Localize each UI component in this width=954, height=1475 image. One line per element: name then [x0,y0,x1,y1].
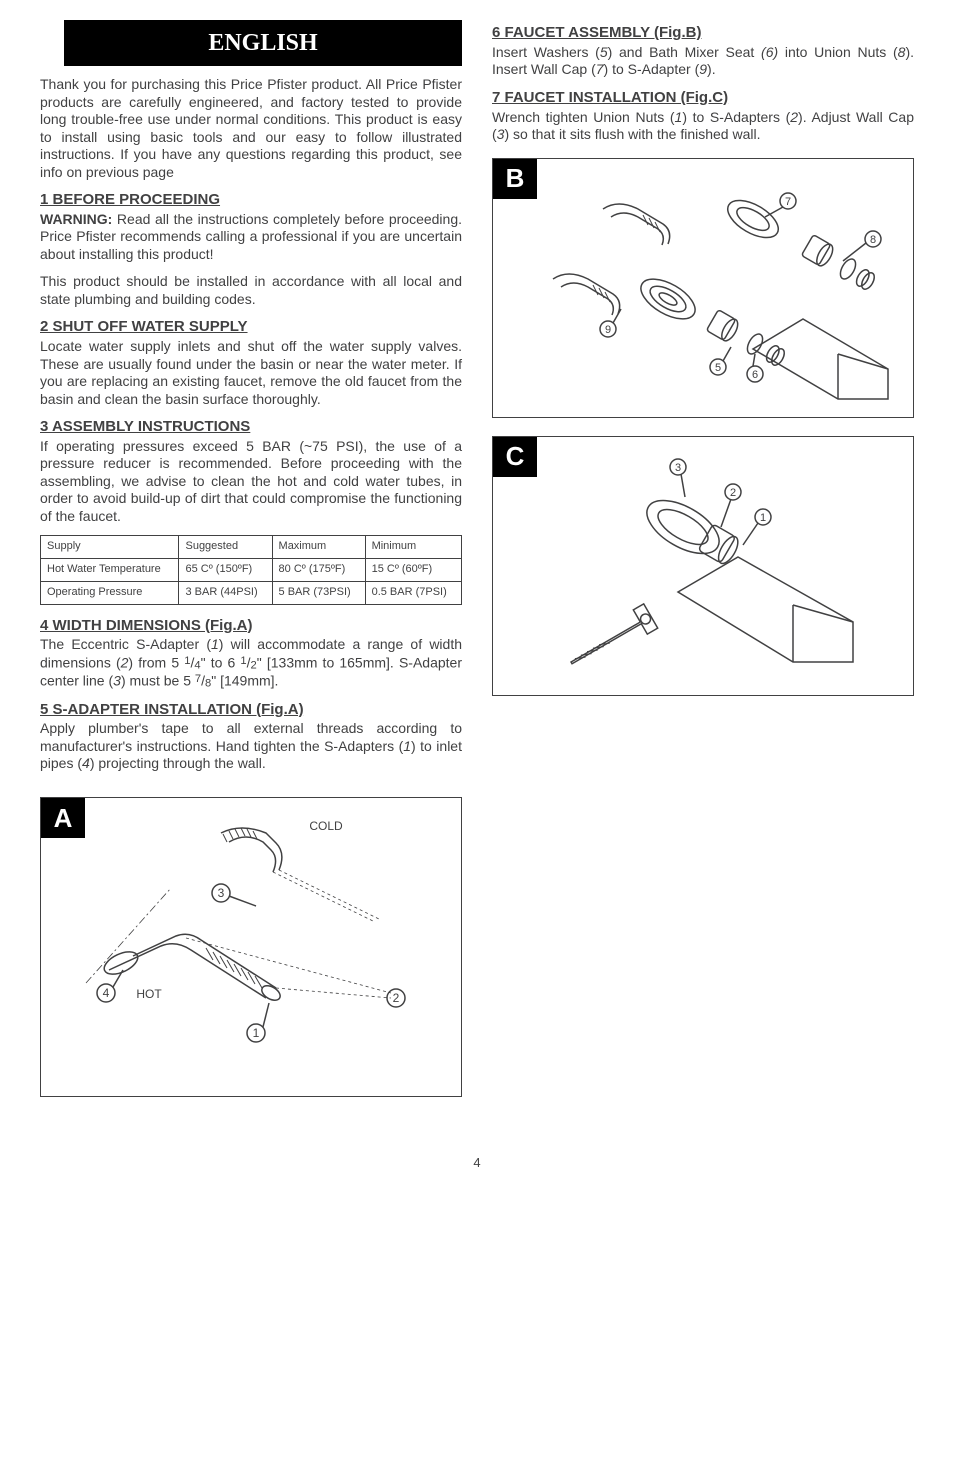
page-number: 4 [40,1155,914,1171]
section-6-head: 6 FAUCET ASSEMBLY (Fig.B) [492,24,914,43]
figb-callout-8: 8 [870,234,876,246]
section-7-head: 7 FAUCET INSTALLATION (Fig.C) [492,89,914,108]
figa-callout-3: 3 [218,886,225,900]
figure-b-label: B [493,159,537,199]
td-hw-sug: 65 Cº (150ºF) [179,559,272,582]
figure-a-label: A [41,798,85,838]
td-hotwater: Hot Water Temperature [41,559,179,582]
section-5-body: Apply plumber's tape to all external thr… [40,720,462,773]
figa-callout-2: 2 [393,991,400,1005]
th-maximum: Maximum [272,536,365,559]
section-4-body: The Eccentric S-Adapter (1) will accommo… [40,636,462,690]
section-3-body: If operating pressures exceed 5 BAR (~75… [40,438,462,526]
section-1-warning: WARNING: Read all the instructions compl… [40,211,462,264]
language-title: ENGLISH [64,20,462,66]
section-6-body: Insert Washers (5) and Bath Mixer Seat (… [492,44,914,79]
section-5-head: 5 S-ADAPTER INSTALLATION (Fig.A) [40,701,462,720]
figb-callout-6: 6 [752,369,758,381]
figb-callout-9: 9 [605,324,611,336]
figure-c-label: C [493,437,537,477]
figure-b: B [492,158,914,418]
figa-cold-label: COLD [309,819,343,833]
section-3-head: 3 ASSEMBLY INSTRUCTIONS [40,418,462,437]
table-row: Operating Pressure 3 BAR (44PSI) 5 BAR (… [41,581,462,604]
td-pressure: Operating Pressure [41,581,179,604]
section-1-head: 1 BEFORE PROCEEDING [40,191,462,210]
table-row: Hot Water Temperature 65 Cº (150ºF) 80 C… [41,559,462,582]
figure-b-diagram: 7 8 9 5 6 [493,159,913,409]
spec-table: Supply Suggested Maximum Minimum Hot Wat… [40,535,462,604]
table-row: Supply Suggested Maximum Minimum [41,536,462,559]
figa-callout-1: 1 [253,1026,260,1040]
td-hw-max: 80 Cº (175ºF) [272,559,365,582]
intro-text: Thank you for purchasing this Price Pfis… [40,76,462,181]
figure-a: A [40,797,462,1097]
section-4-head: 4 WIDTH DIMENSIONS (Fig.A) [40,617,462,636]
section-1-p2: This product should be installed in acco… [40,273,462,308]
figc-callout-2: 2 [730,487,736,499]
th-suggested: Suggested [179,536,272,559]
figb-callout-5: 5 [715,362,721,374]
td-hw-min: 15 Cº (60ºF) [365,559,461,582]
section-2-head: 2 SHUT OFF WATER SUPPLY [40,318,462,337]
figure-a-diagram: COLD HOT 4 3 1 2 [41,798,461,1088]
section-7-body: Wrench tighten Union Nuts (1) to S-Adapt… [492,109,914,144]
section-2-body: Locate water supply inlets and shut off … [40,338,462,408]
figc-callout-1: 1 [760,512,766,524]
figa-hot-label: HOT [136,987,162,1001]
figa-callout-4: 4 [103,986,110,1000]
figb-callout-7: 7 [785,196,791,208]
th-minimum: Minimum [365,536,461,559]
figure-c-diagram: 3 2 1 [493,437,913,687]
warning-label: WARNING: [40,211,112,227]
th-supply: Supply [41,536,179,559]
td-p-min: 0.5 BAR (7PSI) [365,581,461,604]
figure-c: C [492,436,914,696]
td-p-sug: 3 BAR (44PSI) [179,581,272,604]
td-p-max: 5 BAR (73PSI) [272,581,365,604]
figc-callout-3: 3 [675,462,681,474]
